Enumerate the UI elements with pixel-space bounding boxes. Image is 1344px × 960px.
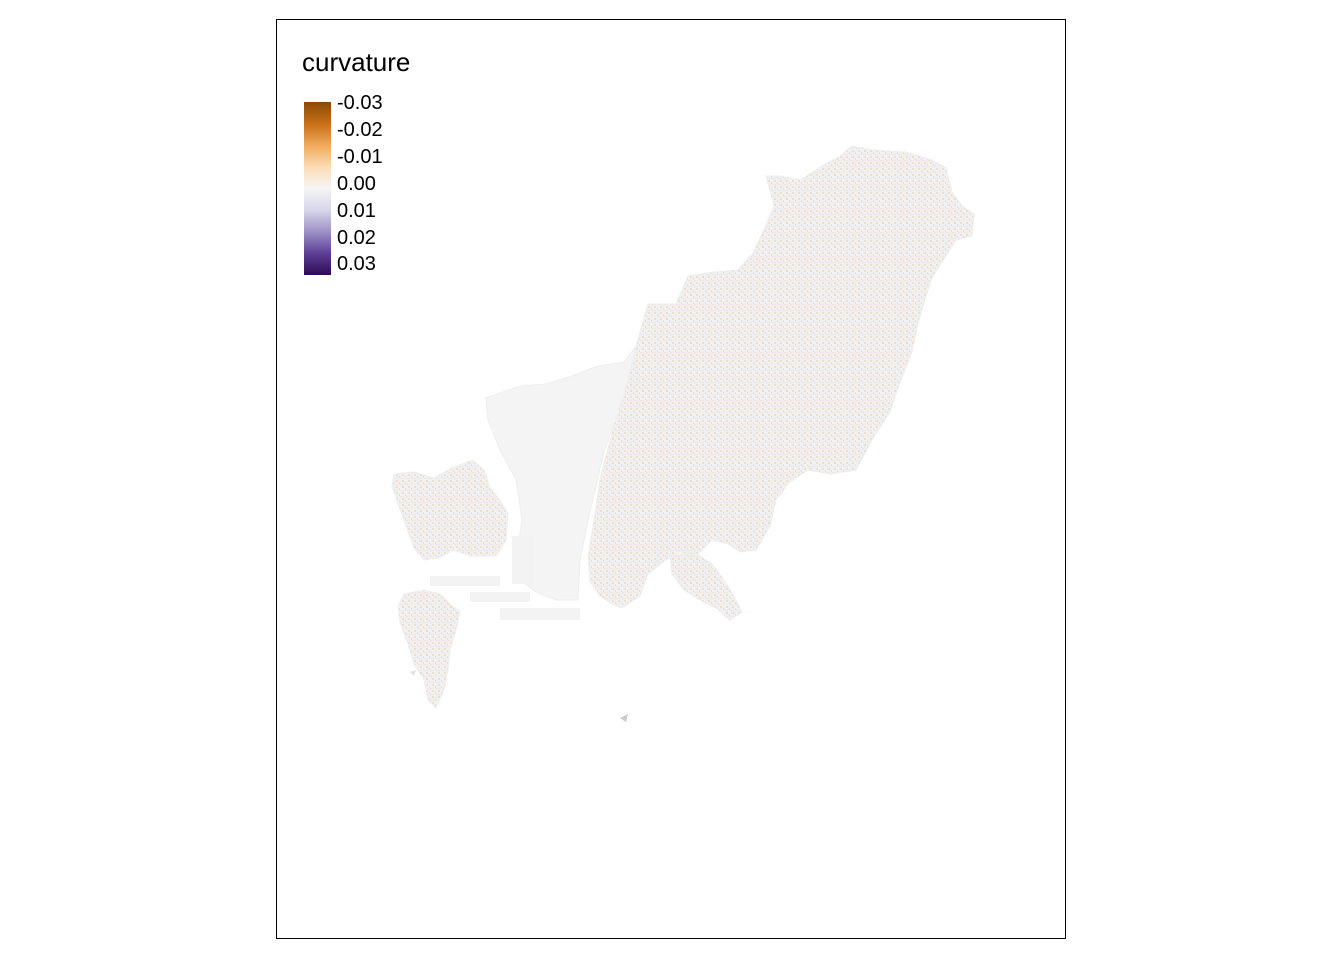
landmass-south-peninsula [669, 551, 743, 621]
landmass-southwest-island [397, 589, 461, 709]
legend-label-0-01: 0.01 [337, 200, 376, 222]
landmass-strip-2 [470, 592, 530, 602]
legend-label-neg-0-03: -0.03 [337, 92, 383, 114]
landmass-strip-4 [512, 536, 534, 584]
islet-south [620, 714, 628, 722]
legend-label-0-00: 0.00 [337, 173, 376, 195]
legend-label-0-03: 0.03 [337, 253, 376, 275]
legend-label-neg-0-01: -0.01 [337, 146, 383, 168]
legend-label-0-02: 0.02 [337, 227, 376, 249]
landmass-strip-1 [430, 576, 500, 586]
landmass-main [587, 145, 975, 609]
landmass-strip-3 [500, 608, 580, 620]
legend-title: curvature [302, 47, 411, 77]
landmass-west [391, 459, 509, 561]
legend-label-neg-0-02: -0.02 [337, 119, 383, 141]
islet-west [410, 670, 416, 676]
legend-color-bar [304, 102, 331, 275]
